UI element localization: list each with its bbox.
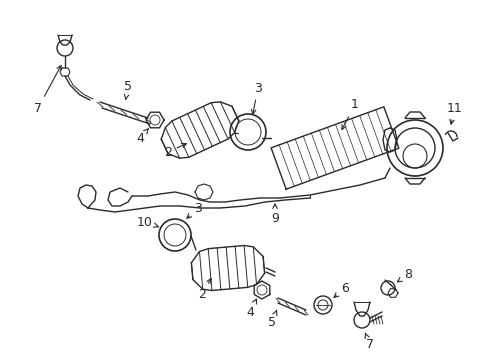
- Text: 3: 3: [186, 202, 202, 218]
- Text: 7: 7: [365, 333, 373, 351]
- Text: 4: 4: [245, 299, 256, 319]
- Text: 9: 9: [270, 204, 278, 225]
- Text: 7: 7: [34, 66, 61, 114]
- Text: 5: 5: [267, 310, 276, 328]
- Text: 2: 2: [198, 279, 211, 302]
- Text: 4: 4: [136, 129, 148, 144]
- Text: 6: 6: [333, 282, 348, 297]
- Text: 2: 2: [164, 144, 186, 158]
- Text: 8: 8: [397, 269, 411, 282]
- Text: 10: 10: [137, 216, 158, 229]
- Text: 5: 5: [124, 81, 132, 99]
- Text: 11: 11: [446, 102, 462, 124]
- Text: 1: 1: [341, 99, 358, 130]
- Text: 3: 3: [251, 81, 262, 114]
